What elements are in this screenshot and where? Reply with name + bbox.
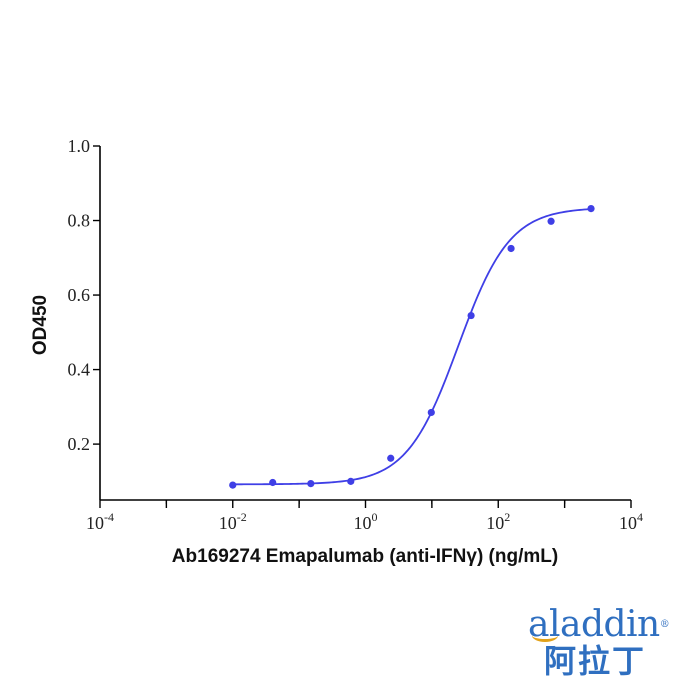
x-axis-label: Ab169274 Emapalumab (anti-IFNγ) (ng/mL) bbox=[172, 546, 558, 567]
y-tick-label: 0.6 bbox=[68, 285, 91, 305]
y-tick-label: 1.0 bbox=[68, 136, 91, 156]
x-tick-exponent: -4 bbox=[104, 510, 114, 524]
x-tick-exponent: 4 bbox=[637, 510, 643, 524]
x-tick-exponent: -2 bbox=[237, 510, 247, 524]
y-axis-label: OD450 bbox=[30, 295, 51, 355]
registered-mark: ® bbox=[659, 619, 670, 630]
x-tick-exponent: 0 bbox=[372, 510, 378, 524]
logo-wordmark: aladdin® bbox=[528, 604, 670, 645]
data-point bbox=[347, 477, 355, 485]
data-point bbox=[427, 408, 435, 417]
ticks: 0.20.40.60.81.010-4 10-2 100 102 104 bbox=[68, 136, 644, 533]
logo-accent-swoosh bbox=[532, 629, 558, 642]
logo-chinese-wordmark: 阿拉丁 bbox=[544, 642, 647, 680]
data-point bbox=[467, 311, 475, 320]
x-tick-base: 10 bbox=[486, 513, 504, 533]
x-tick-base: 10 bbox=[354, 513, 372, 533]
x-tick-label: 104 bbox=[619, 510, 643, 533]
x-tick-label: 102 bbox=[486, 510, 510, 533]
data-point bbox=[229, 481, 237, 489]
data-point bbox=[587, 205, 595, 213]
fit-curve bbox=[232, 208, 592, 486]
data-point bbox=[387, 454, 395, 462]
data-points bbox=[229, 205, 595, 489]
x-tick-exponent: 2 bbox=[504, 510, 510, 524]
x-tick-base: 10 bbox=[619, 513, 637, 533]
data-point bbox=[307, 480, 315, 488]
x-tick-base: 10 bbox=[219, 513, 237, 533]
y-tick-label: 0.8 bbox=[68, 211, 91, 231]
x-tick-label: 10-2 bbox=[219, 510, 247, 533]
x-tick-label: 10-4 bbox=[86, 510, 114, 533]
data-point bbox=[269, 478, 277, 487]
x-tick-label: 100 bbox=[354, 510, 378, 533]
fit-curve-layer bbox=[232, 208, 592, 486]
data-point bbox=[547, 217, 555, 225]
y-tick-label: 0.2 bbox=[68, 434, 91, 454]
data-point bbox=[507, 244, 515, 253]
aladdin-logo: aladdin® 阿拉丁 bbox=[528, 605, 678, 685]
axes bbox=[99, 146, 631, 501]
y-tick-label: 0.4 bbox=[68, 360, 91, 380]
x-tick-base: 10 bbox=[86, 513, 104, 533]
